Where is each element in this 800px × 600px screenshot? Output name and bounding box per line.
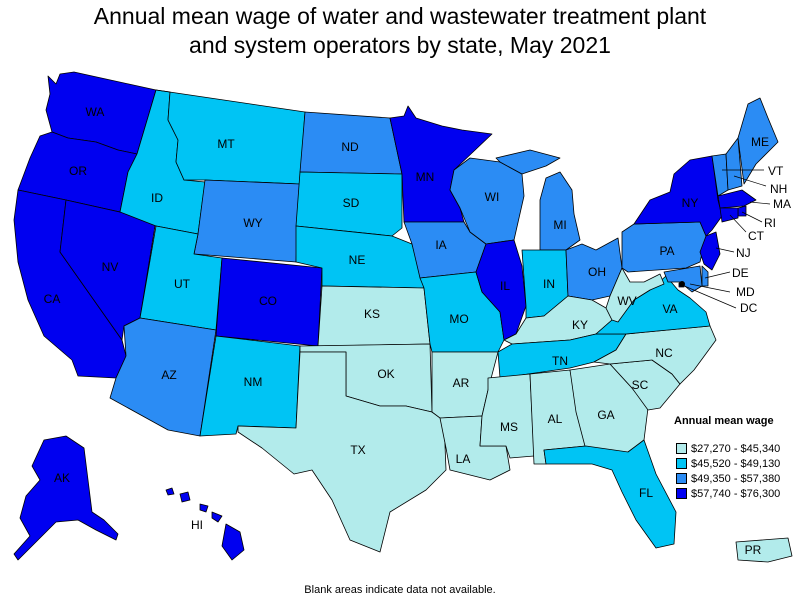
state-label-sd: SD (343, 196, 360, 210)
state-label-ne: NE (349, 253, 366, 267)
state-ak[interactable] (13, 435, 119, 561)
state-label-mt: MT (217, 137, 235, 151)
state-hi[interactable] (165, 487, 245, 561)
state-label-oh: OH (588, 265, 606, 279)
state-label-co: CO (259, 294, 277, 308)
legend-swatch (676, 458, 687, 469)
state-wv[interactable] (605, 267, 665, 323)
state-label-az: AZ (161, 368, 176, 382)
state-label-tx: TX (350, 443, 365, 457)
legend-label: $57,740 - $76,300 (691, 487, 781, 500)
state-label-ar: AR (453, 376, 470, 390)
legend-swatch (676, 473, 687, 484)
legend-title: Annual mean wage (674, 415, 774, 427)
state-label-wv: WV (617, 294, 636, 308)
state-label-fl: FL (639, 486, 653, 500)
state-wy[interactable] (193, 179, 301, 263)
dc-marker (679, 281, 685, 287)
state-label-md: MD (736, 285, 755, 299)
state-label-nd: ND (341, 140, 359, 154)
legend: $27,270 - $45,340 $45,520 - $49,130 $49,… (676, 441, 780, 501)
state-label-ia: IA (435, 238, 446, 252)
state-label-ms: MS (500, 420, 518, 434)
state-de[interactable] (701, 265, 709, 287)
state-label-mi: MI (553, 218, 566, 232)
legend-item: $49,350 - $57,380 (676, 471, 780, 486)
state-label-ma: MA (773, 197, 791, 211)
state-label-id: ID (151, 191, 163, 205)
title-line-1: Annual mean wage of water and wastewater… (93, 3, 707, 29)
state-label-tn: TN (552, 354, 568, 368)
state-label-pa: PA (659, 244, 674, 258)
state-sd[interactable] (295, 171, 403, 237)
legend-label: $45,520 - $49,130 (691, 457, 781, 470)
state-ms[interactable] (479, 373, 535, 459)
state-label-wa: WA (86, 105, 105, 119)
state-nj[interactable] (699, 231, 721, 271)
state-ma[interactable] (717, 189, 757, 209)
map-title: Annual mean wage of water and wastewater… (0, 2, 800, 60)
state-label-wy: WY (243, 216, 262, 230)
state-labels: WA OR CA NV ID MT WY UT AZ CO NM ND SD NE KS OK TX MN IA MO… (44, 105, 791, 557)
title-line-2: and system operators by state, May 2021 (189, 32, 611, 58)
legend-item: $27,270 - $45,340 (676, 441, 780, 456)
state-label-me: ME (751, 135, 769, 149)
state-label-or: OR (69, 164, 87, 178)
state-label-nv: NV (102, 260, 119, 274)
legend-swatch (676, 488, 687, 499)
state-md[interactable] (663, 265, 703, 293)
state-label-va: VA (662, 302, 677, 316)
state-label-nh: NH (770, 182, 787, 196)
state-label-de: DE (732, 266, 749, 280)
state-tx[interactable] (237, 351, 447, 553)
legend-swatch (676, 443, 687, 454)
state-label-ky: KY (572, 318, 588, 332)
state-label-nj: NJ (736, 246, 751, 260)
state-label-nc: NC (655, 346, 673, 360)
state-label-il: IL (500, 279, 510, 293)
state-label-ks: KS (364, 307, 380, 321)
footnote: Blank areas indicate data not available. (304, 584, 496, 596)
state-label-al: AL (548, 412, 563, 426)
legend-item: $45,520 - $49,130 (676, 456, 780, 471)
state-label-la: LA (456, 452, 471, 466)
state-label-wi: WI (485, 190, 500, 204)
state-nc[interactable] (593, 325, 717, 385)
state-ct[interactable] (719, 207, 739, 223)
state-label-ok: OK (377, 367, 394, 381)
state-label-hi: HI (191, 518, 203, 532)
state-label-mn: MN (416, 170, 435, 184)
state-label-nm: NM (244, 375, 263, 389)
state-label-ca: CA (44, 292, 61, 306)
state-label-ny: NY (682, 196, 699, 210)
state-label-ct: CT (748, 229, 765, 243)
state-label-ri: RI (764, 216, 776, 230)
legend-label: $27,270 - $45,340 (691, 442, 781, 455)
state-fl[interactable] (543, 439, 677, 549)
state-label-sc: SC (632, 378, 649, 392)
state-label-ut: UT (174, 277, 191, 291)
state-az[interactable] (109, 317, 217, 437)
state-me[interactable] (737, 97, 779, 185)
leader-lines (681, 169, 771, 309)
state-label-ga: GA (597, 408, 614, 422)
state-label-vt: VT (768, 164, 784, 178)
state-label-in: IN (543, 277, 555, 291)
state-label-pr: PR (745, 543, 762, 557)
state-pr[interactable] (735, 537, 793, 563)
state-label-ak: AK (54, 471, 70, 485)
state-ri[interactable] (737, 205, 747, 217)
state-label-mo: MO (449, 312, 468, 326)
state-label-dc: DC (740, 301, 758, 315)
legend-label: $49,350 - $57,380 (691, 472, 781, 485)
legend-item: $57,740 - $76,300 (676, 486, 780, 501)
